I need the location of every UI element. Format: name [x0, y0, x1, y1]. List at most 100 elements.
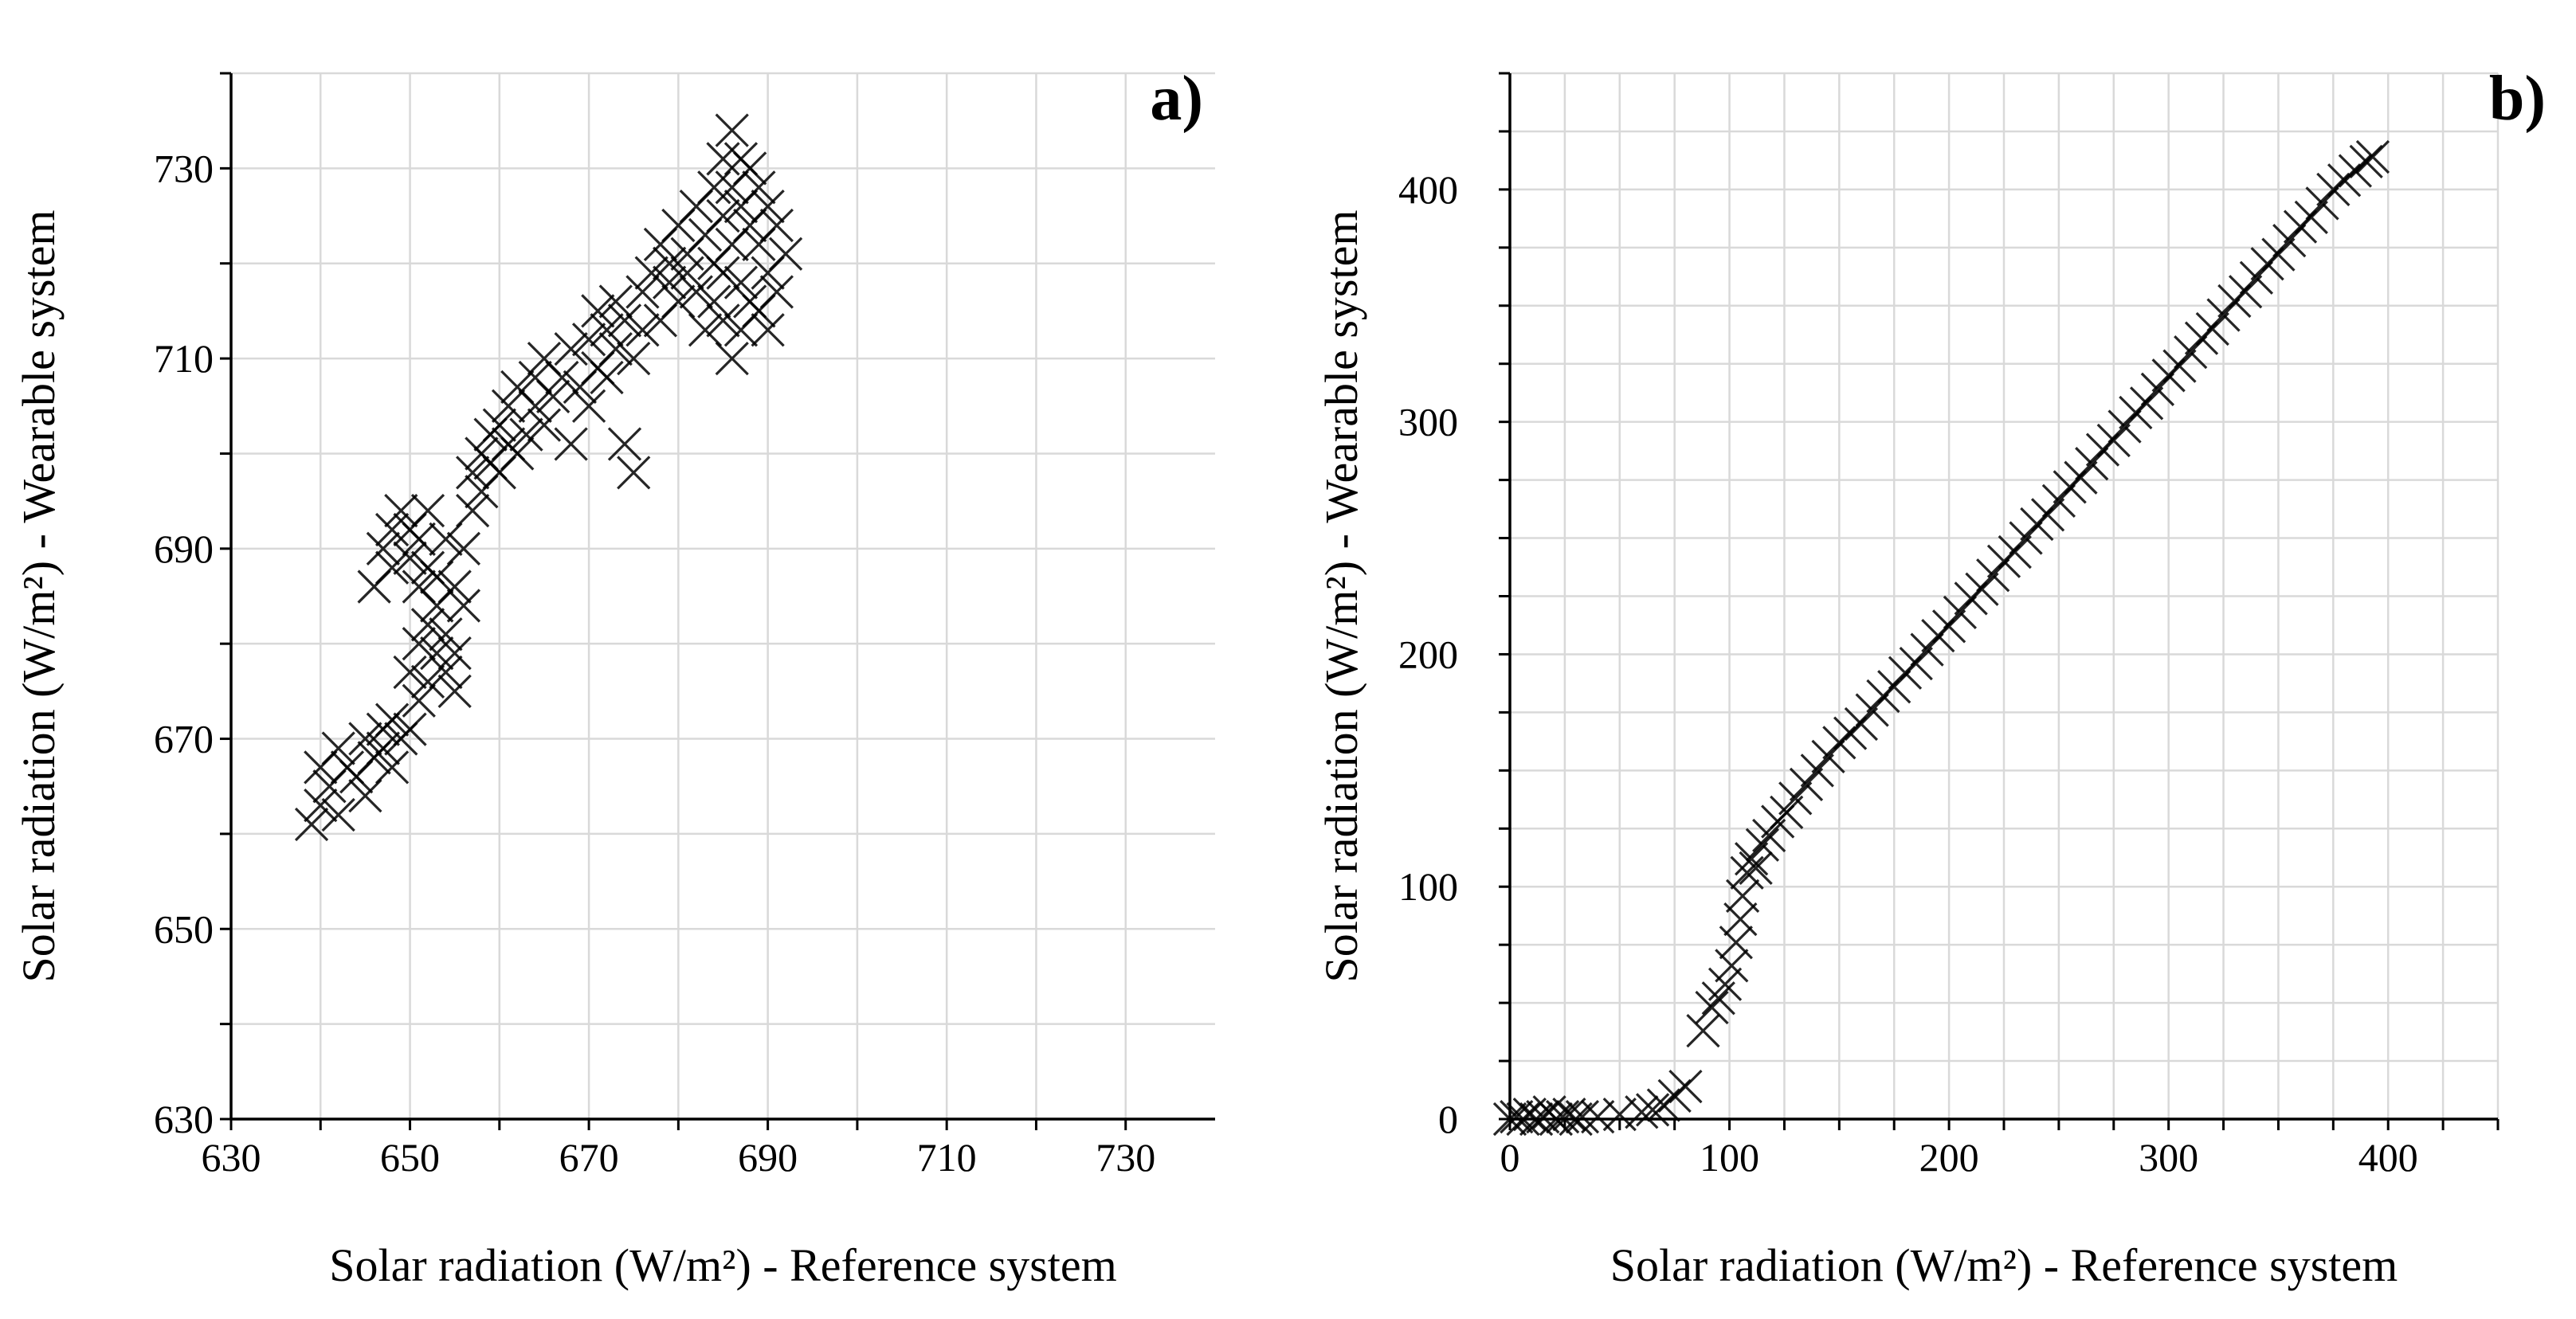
data-point [679, 275, 713, 309]
y-axis-label: Solar radiation (W/m²) - Wearable system [13, 210, 65, 983]
data-point [723, 265, 759, 299]
data-point [2030, 498, 2065, 532]
data-point [554, 427, 588, 461]
panel-label: a) [1150, 64, 1203, 134]
data-point [554, 332, 588, 366]
x-tick-label: 690 [738, 1135, 798, 1180]
data-point [321, 731, 355, 765]
x-tick-label: 670 [559, 1135, 619, 1180]
data-point [2195, 311, 2229, 346]
x-tick-label: 400 [2358, 1135, 2418, 1180]
data-point [742, 170, 776, 205]
data-point [1725, 879, 1760, 914]
data-point [2228, 275, 2263, 309]
y-tick-label: 670 [154, 717, 214, 761]
data-point [1565, 1099, 1600, 1134]
data-point [393, 541, 427, 575]
data-point [429, 522, 463, 557]
data-point [294, 807, 329, 842]
data-point [410, 608, 445, 642]
data-point [500, 436, 535, 471]
data-point [733, 151, 767, 186]
x-axis-label: Solar radiation (W/m²) - Reference syste… [329, 1239, 1117, 1291]
data-point [607, 427, 642, 461]
data-point [304, 788, 338, 823]
x-tick-label: 0 [1500, 1135, 1520, 1180]
data-point [759, 275, 794, 309]
data-point [374, 703, 410, 737]
y-tick-label: 650 [154, 906, 214, 951]
data-point [688, 313, 723, 347]
data-point [1492, 1102, 1527, 1137]
data-point [2064, 460, 2098, 495]
data-point [374, 750, 410, 785]
data-point [1734, 842, 1769, 876]
data-point [1552, 1098, 1586, 1132]
data-point [1635, 1093, 1670, 1127]
data-point [374, 550, 410, 585]
data-point [751, 313, 785, 347]
data-point [545, 360, 579, 395]
data-point [598, 284, 633, 319]
data-point [1789, 767, 1824, 801]
x-tick-label: 650 [380, 1135, 440, 1180]
y-tick-label: 0 [1438, 1097, 1458, 1141]
data-point [625, 313, 660, 347]
data-point [2129, 386, 2164, 421]
data-point [374, 512, 410, 547]
panel-label: b) [2489, 64, 2546, 134]
data-point [634, 256, 669, 290]
panel-a: 630 650 670 690 710 730 630 650 670 690 710 730 Sola… [13, 64, 1215, 1291]
data-point [581, 294, 615, 328]
data-point [393, 655, 427, 690]
data-point [1686, 1013, 1720, 1048]
data-point [420, 636, 454, 671]
data-point [1695, 990, 1729, 1025]
data-point [759, 208, 794, 243]
data-point [715, 341, 749, 376]
y-tick-label: 100 [1398, 864, 1458, 909]
data-point [2294, 200, 2328, 235]
data-point [706, 198, 740, 233]
data-point [1668, 1070, 1703, 1104]
x-axis-label: Solar radiation (W/m²) - Reference syste… [1610, 1239, 2398, 1291]
data-point [321, 797, 355, 832]
y-tick-label: 300 [1398, 400, 1458, 444]
y-tick-label: 400 [1398, 167, 1458, 212]
data-point [2096, 423, 2131, 458]
x-tick-label: 630 [202, 1135, 261, 1180]
data-point [653, 265, 687, 299]
data-point [697, 284, 731, 319]
data-point [456, 493, 490, 528]
data-point [527, 408, 562, 442]
data-point [1730, 855, 1764, 890]
data-point [1778, 781, 1813, 816]
data-point [625, 275, 660, 309]
y-axis-label: Solar radiation (W/m²) - Wearable system [1315, 210, 1367, 983]
data-point [571, 323, 606, 357]
data-point [661, 284, 696, 319]
data-point [670, 256, 704, 290]
data-point [1899, 646, 1933, 681]
y-tick-label: 630 [154, 1097, 214, 1141]
data-point [348, 722, 382, 756]
data-point [617, 456, 651, 490]
data-point [348, 779, 382, 813]
data-point [1739, 851, 1773, 886]
data-point [1719, 926, 1753, 960]
data-point [1844, 706, 1879, 742]
data-point [456, 456, 490, 490]
x-tick-label: 100 [1700, 1135, 1759, 1180]
data-point [518, 389, 552, 423]
data-point [751, 189, 785, 224]
data-point [1800, 753, 1834, 788]
data-point [1745, 828, 1780, 862]
data-point [706, 142, 740, 176]
y-tick-label: 710 [154, 336, 214, 381]
data-point [768, 237, 803, 271]
data-point [446, 531, 481, 566]
data-point [429, 655, 463, 690]
data-point [706, 256, 740, 290]
